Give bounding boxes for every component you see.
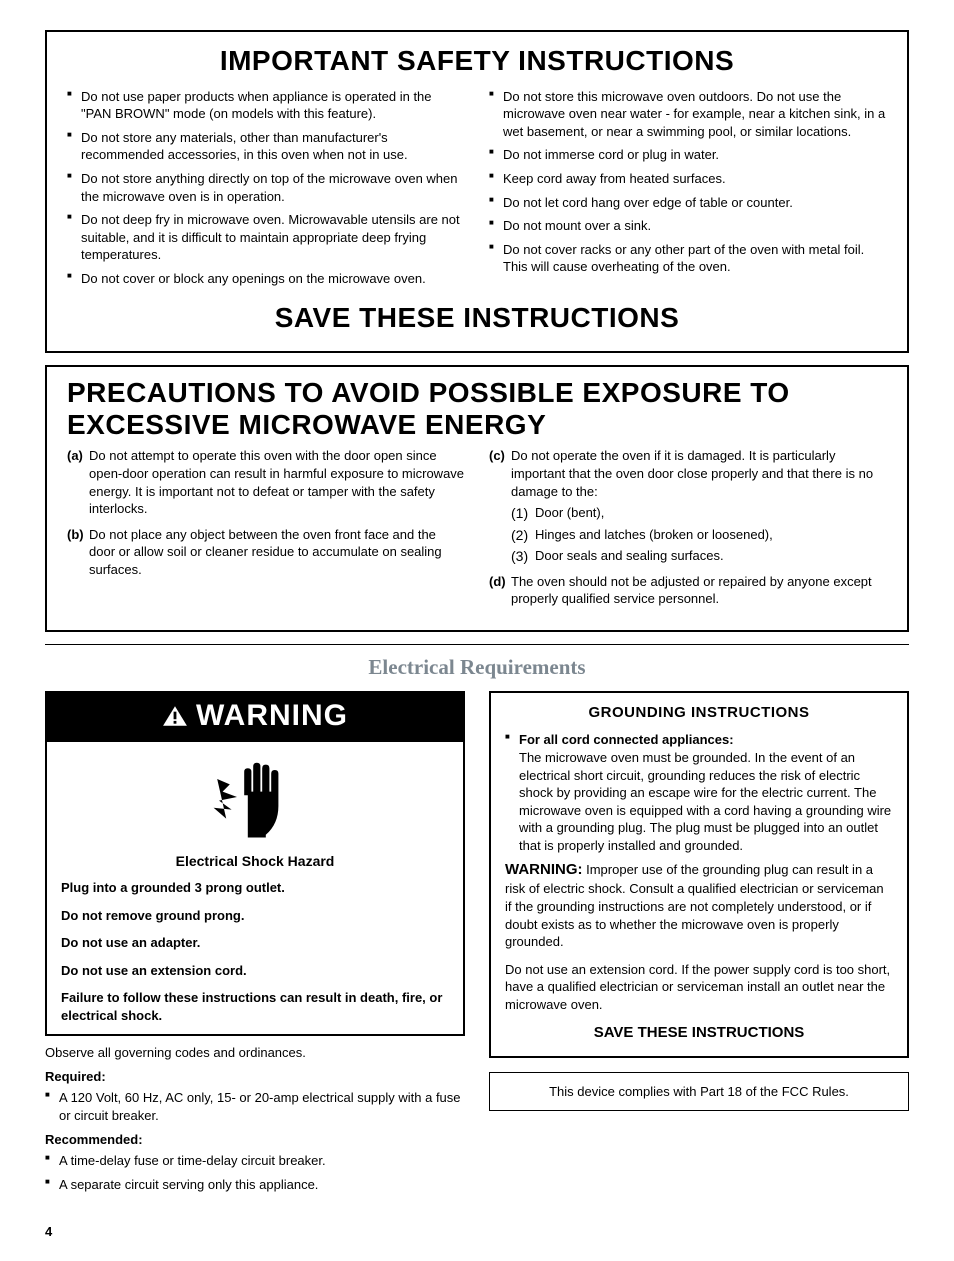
nocord-para: Do not use an extension cord. If the pow… [505,961,893,1014]
list-item: Do not store this microwave oven outdoor… [489,88,887,141]
warning-label: WARNING [196,696,348,737]
safety-title: IMPORTANT SAFETY INSTRUCTIONS [67,42,887,80]
item-a-text: Do not attempt to operate this oven with… [89,448,464,516]
list-item: (3)Door seals and sealing surfaces. [511,547,887,565]
list-item: Do not store anything directly on top of… [67,170,465,205]
item-b-text: Do not place any object between the oven… [89,527,442,577]
electrical-requirements-heading: Electrical Requirements [45,653,909,681]
safety-right-list: Do not store this microwave oven outdoor… [489,88,887,276]
list-item: (1)Door (bent), [511,504,887,522]
warning-triangle-icon [162,705,188,727]
warn-line: Do not use an extension cord. [61,962,449,980]
list-item: (c)Do not operate the oven if it is dama… [489,447,887,564]
list-item: Do not store any materials, other than m… [67,129,465,164]
warning-bar: WARNING [47,693,463,742]
recommended-label: Recommended: [45,1131,465,1149]
list-item: A time-delay fuse or time-delay circuit … [45,1152,465,1170]
list-item: (a)Do not attempt to operate this oven w… [67,447,465,517]
warn-line: Do not remove ground prong. [61,907,449,925]
recommended-list: A time-delay fuse or time-delay circuit … [45,1152,465,1193]
shock-hazard-heading: Electrical Shock Hazard [61,852,449,871]
list-item: Do not immerse cord or plug in water. [489,146,887,164]
save-instructions-title: SAVE THESE INSTRUCTIONS [67,299,887,337]
section-divider [45,644,909,645]
list-item: (b)Do not place any object between the o… [67,526,465,579]
list-item: Keep cord away from heated surfaces. [489,170,887,188]
required-list: A 120 Volt, 60 Hz, AC only, 15- or 20-am… [45,1089,465,1124]
grounding-warning-para: WARNING: Improper use of the grounding p… [505,860,893,950]
precautions-columns: (a)Do not attempt to operate this oven w… [67,447,887,615]
list-item: (2)Hinges and latches (broken or loosene… [511,526,887,544]
save-instructions: SAVE THESE INSTRUCTIONS [505,1023,893,1043]
safety-left-list: Do not use paper products when appliance… [67,88,465,287]
warning-box: WARNING Electrical Shock Hazard Plug int… [45,691,465,1036]
list-item: A separate circuit serving only this app… [45,1176,465,1194]
required-label: Required: [45,1068,465,1086]
list-item: Do not deep fry in microwave oven. Micro… [67,211,465,264]
warn-line: Do not use an adapter. [61,934,449,952]
page-number: 4 [45,1223,909,1241]
safety-instructions-box: IMPORTANT SAFETY INSTRUCTIONS Do not use… [45,30,909,353]
electrical-columns: WARNING Electrical Shock Hazard Plug int… [45,691,909,1199]
item-c-text: Do not operate the oven if it is damaged… [511,448,873,498]
safety-columns: Do not use paper products when appliance… [67,88,887,293]
grounding-bullet-body: The microwave oven must be grounded. In … [519,750,891,853]
warning-inline-label: WARNING: [505,861,583,878]
warn-line: Plug into a grounded 3 prong outlet. [61,879,449,897]
item-d-text: The oven should not be adjusted or repai… [511,574,872,607]
grounding-box: GROUNDING INSTRUCTIONS For all cord conn… [489,691,909,1057]
precautions-box: PRECAUTIONS TO AVOID POSSIBLE EXPOSURE T… [45,365,909,632]
list-item: (d)The oven should not be adjusted or re… [489,573,887,608]
list-item: Do not let cord hang over edge of table … [489,194,887,212]
grounding-bullet-bold: For all cord connected appliances: [519,732,734,747]
precautions-title: PRECAUTIONS TO AVOID POSSIBLE EXPOSURE T… [67,377,887,441]
list-item: Do not cover or block any openings on th… [67,270,465,288]
list-item: For all cord connected appliances: The m… [505,731,893,854]
list-item: Do not cover racks or any other part of … [489,241,887,276]
observe-text: Observe all governing codes and ordinanc… [45,1044,465,1062]
list-item: Do not use paper products when appliance… [67,88,465,123]
warn-line: Failure to follow these instructions can… [61,989,449,1024]
fcc-compliance-box: This device complies with Part 18 of the… [489,1072,909,1112]
electrical-shock-hand-icon [210,752,300,842]
list-item: A 120 Volt, 60 Hz, AC only, 15- or 20-am… [45,1089,465,1124]
grounding-title: GROUNDING INSTRUCTIONS [505,703,893,723]
list-item: Do not mount over a sink. [489,217,887,235]
